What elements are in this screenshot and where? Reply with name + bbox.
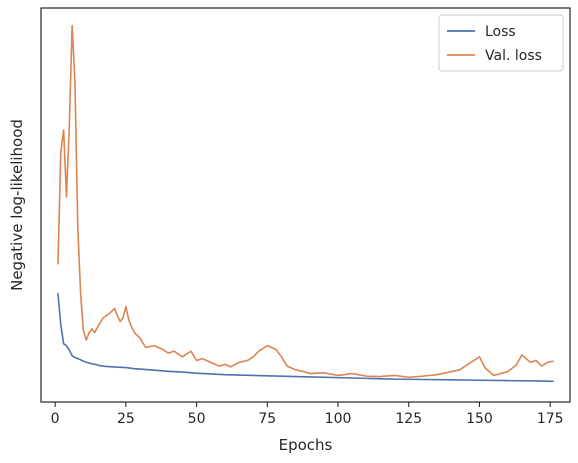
plot-area bbox=[41, 8, 570, 402]
x-tick-label: 50 bbox=[188, 411, 206, 427]
plot-background bbox=[41, 8, 570, 402]
legend-label-val-loss: Val. loss bbox=[485, 48, 542, 64]
x-tick-label: 125 bbox=[395, 411, 422, 427]
axes-frame bbox=[40, 7, 571, 403]
legend: Loss Val. loss bbox=[438, 14, 564, 72]
x-tick-label: 75 bbox=[258, 411, 276, 427]
x-tick-label: 0 bbox=[51, 411, 60, 427]
x-axis-label: Epochs bbox=[279, 436, 333, 454]
y-axis-label: Negative log-likelihood bbox=[8, 119, 26, 291]
legend-label-loss: Loss bbox=[485, 24, 516, 40]
axes-layer: 0 25 50 75 100 125 150 175 bbox=[40, 7, 571, 427]
x-tick-label: 100 bbox=[325, 411, 352, 427]
x-tick-label: 25 bbox=[117, 411, 135, 427]
series-line-val-loss bbox=[57, 24, 554, 379]
series-line-loss bbox=[57, 292, 554, 383]
x-tick-label: 150 bbox=[466, 411, 493, 427]
x-tick-label: 175 bbox=[537, 411, 564, 427]
legend-box bbox=[438, 14, 564, 72]
series-layer bbox=[57, 24, 554, 383]
